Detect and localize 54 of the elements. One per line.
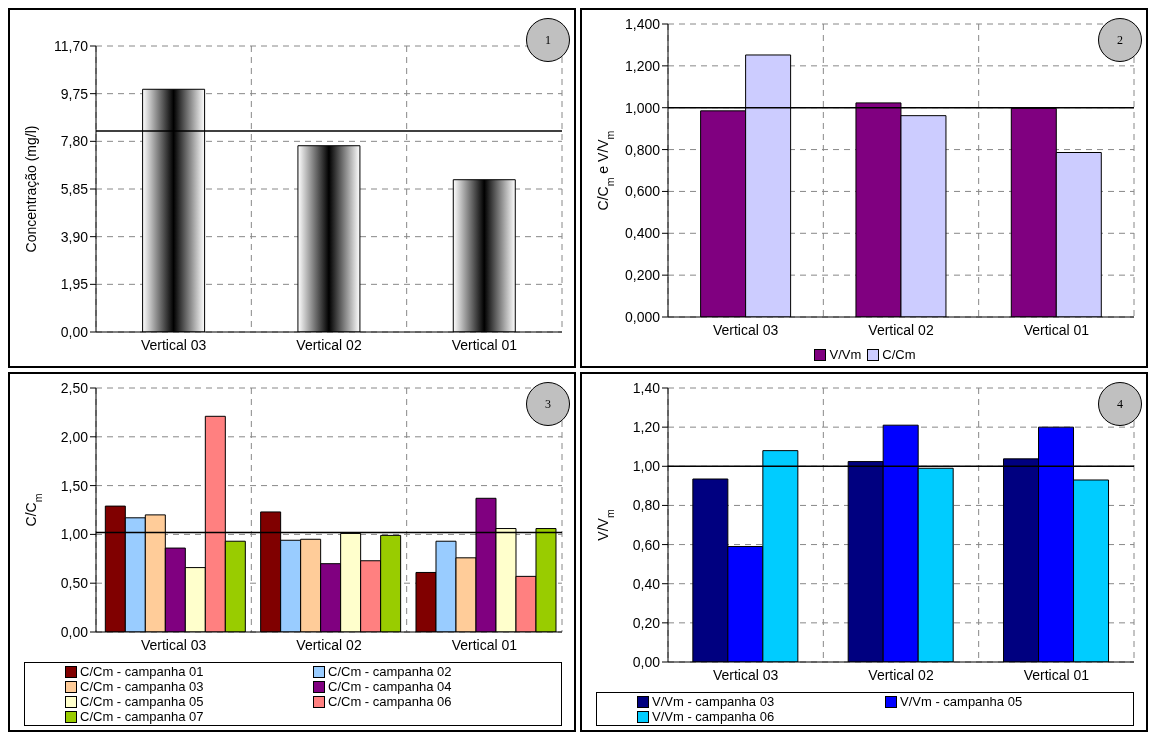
y-tick-label: 1,50 bbox=[60, 477, 89, 494]
y-tick-label: 1,20 bbox=[632, 419, 661, 436]
legend-label: C/Cm - campanha 02 bbox=[328, 664, 452, 679]
y-tick-label: 0,60 bbox=[632, 536, 661, 553]
y-axis-title: Concentração (mg/l) bbox=[23, 125, 39, 253]
x-tick-label: Vertical 01 bbox=[1023, 666, 1090, 683]
y-tick-label: 5,85 bbox=[60, 180, 89, 197]
legend-label: C/Cm - campanha 05 bbox=[80, 694, 204, 709]
x-tick-label: Vertical 03 bbox=[140, 636, 207, 653]
legend-label: V/Vm - campanha 03 bbox=[652, 694, 775, 709]
y-tick-label: 1,000 bbox=[624, 99, 661, 116]
y-tick-label: 11,70 bbox=[54, 37, 89, 54]
y-tick-label: 0,400 bbox=[624, 225, 661, 242]
legend-label: C/Cm bbox=[882, 347, 916, 362]
y-tick-label: 0,80 bbox=[632, 497, 661, 514]
y-tick-label: 0,600 bbox=[624, 183, 661, 200]
legend-label: C/Cm - campanha 01 bbox=[80, 664, 204, 679]
x-tick-label: Vertical 02 bbox=[296, 636, 362, 653]
x-tick-label: Vertical 02 bbox=[868, 666, 934, 683]
legend-label: V/Vm bbox=[829, 347, 862, 362]
y-tick-label: 0,40 bbox=[632, 575, 661, 592]
y-tick-label: 0,000 bbox=[624, 308, 661, 325]
y-tick-label: 9,75 bbox=[60, 85, 89, 102]
legend-label: C/Cm - campanha 03 bbox=[80, 679, 204, 694]
x-tick-label: Vertical 02 bbox=[868, 321, 934, 338]
legend-label: C/Cm - campanha 04 bbox=[328, 679, 452, 694]
y-tick-label: 3,90 bbox=[60, 228, 89, 245]
x-tick-label: Vertical 01 bbox=[451, 636, 518, 653]
legend-label: C/Cm - campanha 07 bbox=[80, 709, 204, 724]
legend-label: C/Cm - campanha 06 bbox=[328, 694, 452, 709]
y-tick-label: 1,40 bbox=[632, 379, 661, 396]
x-tick-label: Vertical 01 bbox=[1023, 321, 1090, 338]
x-tick-label: Vertical 03 bbox=[712, 666, 779, 683]
y-tick-label: 1,200 bbox=[624, 57, 661, 74]
y-tick-label: 0,00 bbox=[60, 623, 89, 640]
y-tick-label: 1,00 bbox=[632, 458, 661, 475]
y-tick-label: 1,400 bbox=[624, 15, 661, 32]
y-tick-label: 0,800 bbox=[624, 141, 661, 158]
y-tick-label: 2,00 bbox=[60, 428, 89, 445]
y-tick-label: 1,95 bbox=[60, 276, 89, 293]
y-tick-label: 0,20 bbox=[632, 614, 661, 631]
x-tick-label: Vertical 01 bbox=[451, 336, 518, 353]
legend-label: V/Vm - campanha 05 bbox=[900, 694, 1023, 709]
x-tick-label: Vertical 03 bbox=[712, 321, 779, 338]
y-tick-label: 0,50 bbox=[60, 575, 89, 592]
y-tick-label: 0,00 bbox=[60, 323, 89, 340]
y-tick-label: 2,50 bbox=[60, 379, 89, 396]
y-tick-label: 0,00 bbox=[632, 653, 661, 670]
x-tick-label: Vertical 03 bbox=[140, 336, 207, 353]
x-tick-label: Vertical 02 bbox=[296, 336, 362, 353]
y-tick-label: 1,00 bbox=[60, 526, 89, 543]
legend-label: V/Vm - campanha 06 bbox=[652, 709, 775, 724]
y-tick-label: 0,200 bbox=[624, 267, 661, 284]
y-tick-label: 7,80 bbox=[60, 133, 89, 150]
